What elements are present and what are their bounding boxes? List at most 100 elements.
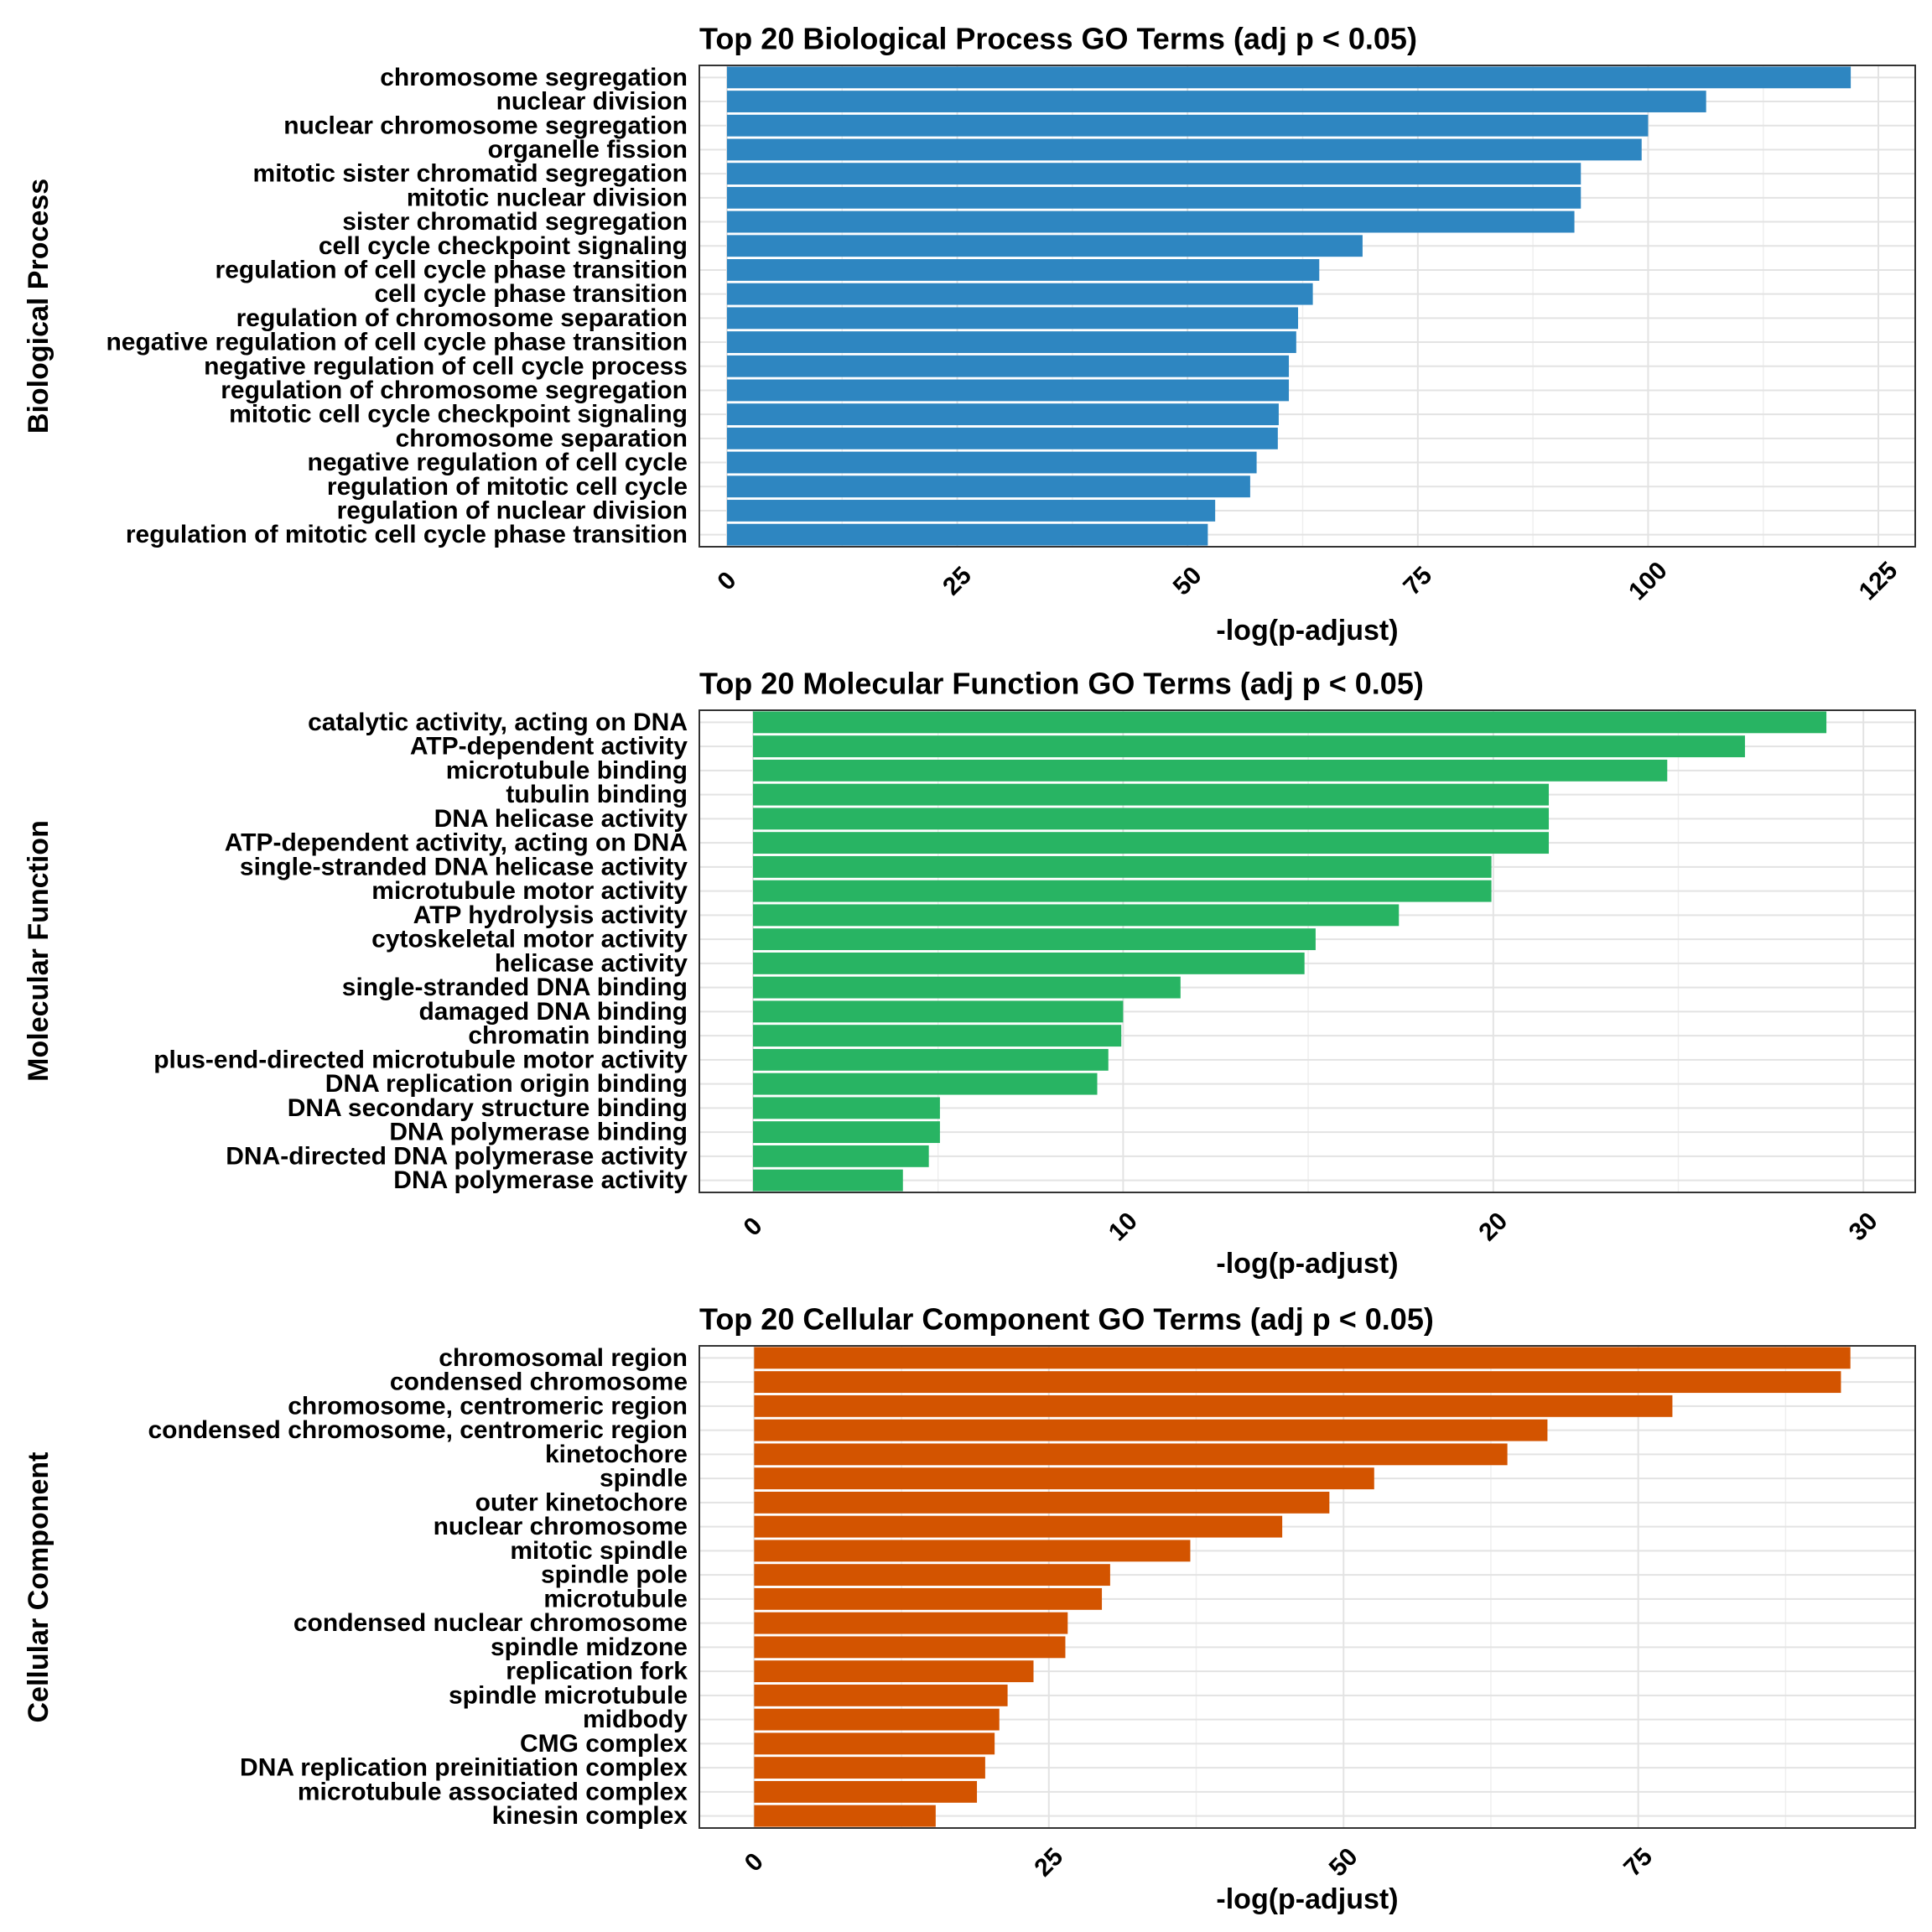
category-label: regulation of mitotic cell cycle phase t… (126, 521, 688, 548)
category-label: tubulin binding (506, 781, 688, 808)
category-label: condensed chromosome, centromeric region (148, 1416, 688, 1444)
bar (753, 808, 1550, 830)
bar (753, 928, 1316, 951)
category-label: spindle pole (541, 1561, 688, 1589)
bar (726, 403, 1279, 426)
x-tick-label: 30 (1844, 1208, 1883, 1247)
category-label: DNA secondary structure binding (288, 1094, 688, 1122)
bar (754, 1757, 985, 1779)
x-tick-label: 50 (1168, 562, 1208, 601)
bar (754, 1805, 936, 1827)
category-label: nuclear division (496, 88, 688, 116)
x-axis-title: -log(p-adjust) (1216, 1883, 1398, 1915)
panel-title: Top 20 Molecular Function GO Terms (adj … (699, 667, 1424, 701)
bar (726, 331, 1296, 353)
bar (726, 307, 1299, 330)
bar (726, 523, 1208, 546)
category-label: kinesin complex (492, 1802, 688, 1830)
bar (726, 235, 1363, 257)
x-tick-label: 10 (1104, 1208, 1143, 1247)
bar (726, 355, 1290, 377)
category-label: ATP-dependent activity, acting on DNA (225, 829, 688, 857)
category-label: chromatin binding (468, 1022, 688, 1050)
bar (753, 1072, 1098, 1095)
category-label: mitotic nuclear division (407, 184, 688, 211)
category-label: organelle fission (488, 136, 688, 164)
y-axis-title: Molecular Function (23, 820, 55, 1082)
category-label: sister chromatid segregation (342, 208, 688, 236)
x-axis-title: -log(p-adjust) (1216, 615, 1398, 647)
x-tick-label: 25 (937, 562, 977, 601)
category-label: mitotic sister chromatid segregation (253, 160, 688, 188)
bar (753, 1000, 1124, 1023)
bar (726, 114, 1649, 137)
bar (753, 1048, 1109, 1071)
bar (753, 855, 1492, 878)
category-label: microtubule (543, 1585, 688, 1613)
bar (726, 259, 1320, 281)
category-label: damaged DNA binding (418, 998, 688, 1026)
category-label: regulation of cell cycle phase transitio… (216, 256, 688, 283)
category-label: DNA replication origin binding (325, 1070, 688, 1098)
bar (753, 735, 1745, 758)
category-label: single-stranded DNA helicase activity (240, 853, 688, 880)
bar (753, 759, 1668, 782)
bar (754, 1347, 1851, 1369)
category-label: cytoskeletal motor activity (371, 926, 688, 953)
bar (754, 1371, 1841, 1394)
bar (754, 1419, 1548, 1441)
x-tick-label: 0 (740, 1847, 769, 1877)
bar (754, 1612, 1068, 1634)
x-tick-label: 75 (1618, 1843, 1658, 1883)
bar (753, 880, 1492, 902)
category-label: catalytic activity, acting on DNA (308, 709, 688, 736)
category-label: chromosome separation (396, 424, 688, 452)
molecular-function-panel: catalytic activity, acting on DNA ATP-dep… (23, 667, 1916, 1280)
plot-border (699, 709, 1916, 1193)
x-tick-label: 50 (1324, 1843, 1363, 1883)
category-label: regulation of chromosome separation (236, 304, 688, 332)
category-label: mitotic spindle (510, 1537, 688, 1565)
category-label: regulation of mitotic cell cycle (327, 473, 688, 501)
x-tick-label: 25 (1029, 1843, 1068, 1883)
x-tick-label: 100 (1623, 557, 1673, 606)
category-label: DNA polymerase activity (393, 1166, 688, 1194)
category-label: nuclear chromosome (434, 1513, 688, 1540)
category-label: replication fork (506, 1658, 688, 1685)
plot-area (699, 710, 1915, 1192)
category-label: chromosome, centromeric region (288, 1392, 688, 1420)
category-label: nuclear chromosome segregation (283, 112, 688, 139)
x-tick-label: 0 (738, 1212, 767, 1241)
category-label: DNA polymerase binding (389, 1119, 688, 1146)
category-label: outer kinetochore (475, 1488, 688, 1516)
bar (754, 1636, 1066, 1659)
category-label: cell cycle phase transition (375, 280, 688, 308)
category-label: DNA replication preinitiation complex (240, 1754, 688, 1782)
category-label: chromosomal region (439, 1344, 688, 1372)
category-label: kinetochore (545, 1441, 688, 1468)
bar (753, 711, 1827, 734)
x-tick-label: 20 (1473, 1208, 1513, 1247)
bar (753, 976, 1181, 999)
panel-title: Top 20 Cellular Component GO Terms (adj … (699, 1302, 1434, 1337)
category-label: regulation of nuclear division (337, 496, 688, 524)
x-tick-label: 75 (1398, 562, 1437, 601)
bar (726, 186, 1581, 209)
category-label: spindle microtubule (449, 1681, 688, 1709)
category-label: spindle midzone (491, 1633, 688, 1661)
bar (753, 1025, 1122, 1047)
category-label: microtubule associated complex (298, 1778, 688, 1805)
bar (753, 1169, 903, 1192)
category-label: DNA-directed DNA polymerase activity (226, 1142, 688, 1170)
bar (726, 138, 1642, 161)
category-label: ATP hydrolysis activity (413, 901, 688, 929)
bar (726, 500, 1216, 522)
bar (726, 163, 1581, 185)
category-label: microtubule binding (446, 756, 688, 784)
bar (726, 451, 1257, 474)
bar (754, 1660, 1034, 1683)
y-axis-title: Biological Process (23, 179, 55, 434)
category-label: negative regulation of cell cycle proces… (204, 352, 688, 380)
bar (754, 1708, 1000, 1731)
